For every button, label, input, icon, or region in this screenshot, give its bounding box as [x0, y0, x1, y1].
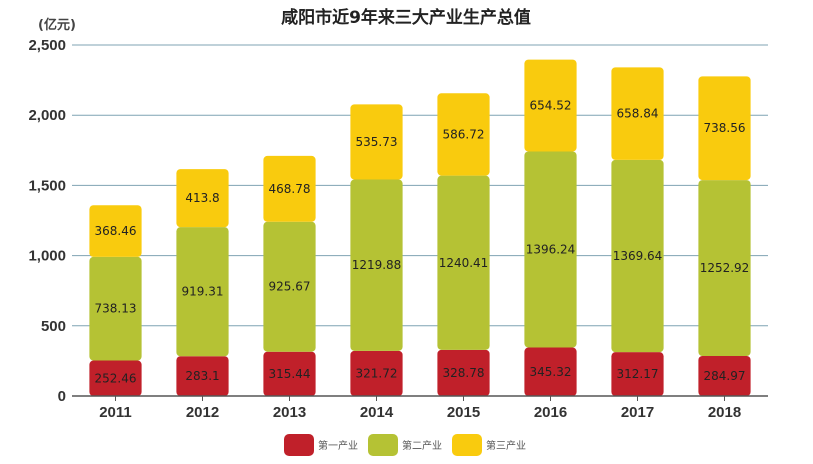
bar-segment [437, 349, 490, 396]
bar-segment [89, 205, 142, 257]
bar-segment [89, 256, 142, 361]
data-label: 654.52 [530, 99, 572, 113]
chart-title: 咸阳市近9年来三大产业生产总值 [281, 7, 531, 28]
data-label: 1252.92 [700, 261, 750, 275]
x-tick-label: 2015 [447, 404, 480, 421]
bar-segment [524, 151, 577, 348]
data-label: 283.1 [185, 369, 219, 383]
bar-segment [350, 104, 403, 180]
bar-segment [437, 93, 490, 176]
bar-segment [524, 347, 577, 396]
bar-segment [611, 67, 664, 160]
data-label: 738.56 [704, 121, 746, 135]
data-label: 312.17 [617, 367, 659, 381]
y-tick-label: 0 [58, 388, 66, 405]
data-label: 252.46 [95, 371, 137, 385]
bar-segment [263, 221, 316, 352]
data-label: 328.78 [443, 366, 485, 380]
data-label: 658.84 [617, 107, 659, 121]
x-tick-label: 2011 [99, 404, 132, 421]
data-label: 535.73 [356, 135, 398, 149]
data-label: 738.13 [95, 302, 137, 316]
legend-label: 第一产业 [318, 439, 358, 452]
legend-swatch [284, 434, 314, 456]
y-tick-label: 500 [41, 318, 66, 335]
y-tick-label: 1,000 [28, 248, 66, 265]
data-label: 586.72 [443, 127, 485, 141]
x-tick-label: 2014 [360, 404, 394, 421]
bar-segment [263, 351, 316, 396]
data-label: 919.31 [182, 285, 224, 299]
data-label: 1240.41 [439, 256, 489, 270]
bar-segment [698, 355, 751, 396]
data-label: 284.97 [704, 369, 746, 383]
bar-segment [524, 59, 577, 152]
y-axis-ticks: 0 500 1,000 1,500 2,000 2,500 [28, 37, 66, 405]
x-tick-label: 2018 [708, 404, 741, 421]
bar-segment [89, 360, 142, 396]
x-tick-label: 2013 [273, 404, 306, 421]
bar-segment [350, 179, 403, 351]
bar-segment [176, 169, 229, 228]
legend-label: 第三产业 [486, 439, 526, 452]
y-axis-unit-label: (亿元) [38, 17, 76, 33]
legend: 第一产业 第二产业 第三产业 [284, 434, 526, 456]
legend-swatch [368, 434, 398, 456]
data-label: 413.8 [185, 191, 219, 205]
legend-label: 第二产业 [402, 439, 442, 452]
data-label: 1219.88 [352, 258, 402, 272]
data-label: 368.46 [95, 224, 137, 238]
bar-segment [176, 356, 229, 396]
data-label: 321.72 [356, 366, 398, 380]
bar-segment [698, 76, 751, 181]
y-tick-label: 1,500 [28, 177, 66, 194]
bar-segment [437, 175, 490, 350]
y-tick-label: 2,500 [28, 37, 66, 54]
data-label: 468.78 [269, 182, 311, 196]
bar-segment [698, 180, 751, 356]
data-label: 925.67 [269, 280, 311, 294]
data-label: 345.32 [530, 365, 572, 379]
bar-segment [611, 159, 664, 353]
data-label: 315.44 [269, 367, 311, 381]
legend-swatch [452, 434, 482, 456]
x-axis-ticks: 2011 2012 2013 2014 2015 2016 2017 2018 [99, 396, 741, 421]
bar-segment [176, 227, 229, 357]
bar-segment [350, 350, 403, 396]
x-tick-label: 2012 [186, 404, 219, 421]
data-label: 1369.64 [613, 249, 663, 263]
x-tick-label: 2017 [621, 404, 654, 421]
bars-group: 252.46 738.13 368.46 283.1 919.31 413.8 315.44… [89, 59, 751, 396]
bar-segment [611, 352, 664, 396]
y-tick-label: 2,000 [28, 107, 66, 124]
bar-segment [263, 155, 316, 222]
x-tick-label: 2016 [534, 404, 567, 421]
data-label: 1396.24 [526, 243, 576, 257]
